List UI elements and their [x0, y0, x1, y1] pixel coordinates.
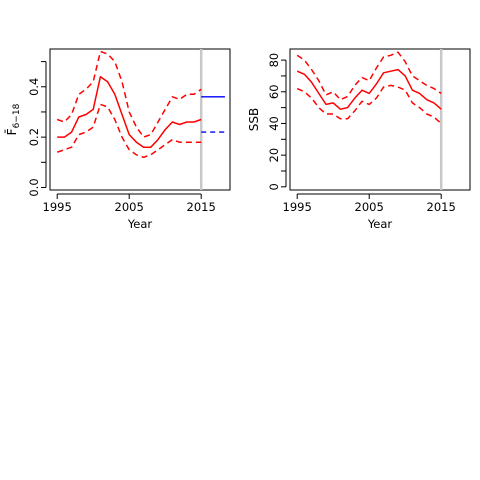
fbar-x-tick-label: 2005	[115, 200, 144, 214]
fbar-y-tick-label: 0.4	[27, 78, 41, 96]
fbar-x-tick-label: 1995	[43, 200, 72, 214]
fbar-y-tick-label: 0.0	[27, 178, 41, 196]
fbar-plot-frame	[49, 48, 231, 191]
ssb-y-tick-label: 0	[267, 183, 281, 190]
fbar-y-axis-title-main: F̄	[5, 128, 19, 135]
fbar-estimate-line	[57, 75, 202, 148]
ssb-estimate-line	[296, 68, 442, 110]
fbar-x-axis-title: Year	[127, 217, 153, 231]
ssb-y-axis-title-main: SSB	[247, 108, 261, 131]
fbar-upper-line	[56, 50, 202, 138]
ssb-x-tick-label: 1995	[283, 200, 312, 214]
ssb-x-tick-label: 2015	[427, 200, 456, 214]
fbar-lower-line	[56, 103, 202, 159]
ssb-x-tick-label: 2005	[355, 200, 384, 214]
fbar-y-tick-label: 0.2	[27, 128, 41, 146]
fbar-x-tick-label: 2015	[187, 200, 216, 214]
ssb-upper-line	[296, 51, 442, 101]
fbar-y-axis-title-subscript: 6−18	[12, 103, 22, 128]
ssb-lower-line	[296, 84, 442, 125]
ssb-x-axis-title: Year	[367, 217, 393, 231]
fbar-y-axis-title: F̄6−18	[5, 103, 22, 135]
ssb-y-axis-title: SSB	[247, 108, 261, 131]
ssb-panel: 1995 2005 2015 Year 0 20 40 60 80 SSB	[247, 48, 471, 231]
ssb-y-tick-label: 20	[267, 148, 281, 163]
fbar-panel: 1995 2005 2015 Year 0.0 0.2 0.4 F̄6−18	[5, 48, 231, 231]
ssb-plot-frame	[289, 48, 471, 191]
ssb-y-tick-label: 80	[267, 53, 281, 68]
ssb-y-tick-label: 60	[267, 84, 281, 99]
ssb-y-tick-label: 40	[267, 116, 281, 131]
